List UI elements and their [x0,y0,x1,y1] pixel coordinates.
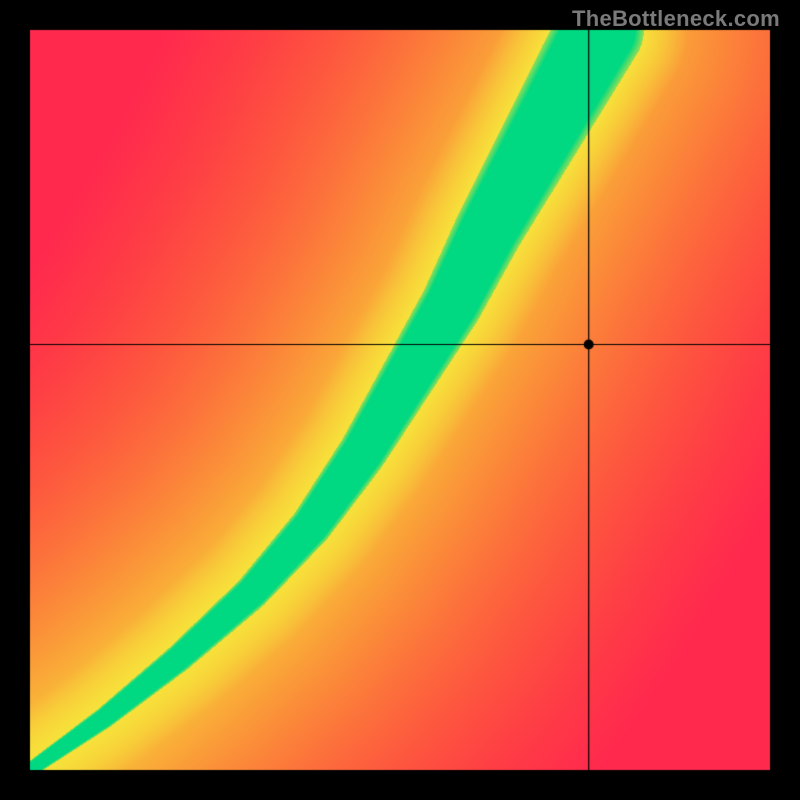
watermark-text: TheBottleneck.com [572,6,780,32]
heatmap-canvas [0,0,800,800]
root: TheBottleneck.com [0,0,800,800]
